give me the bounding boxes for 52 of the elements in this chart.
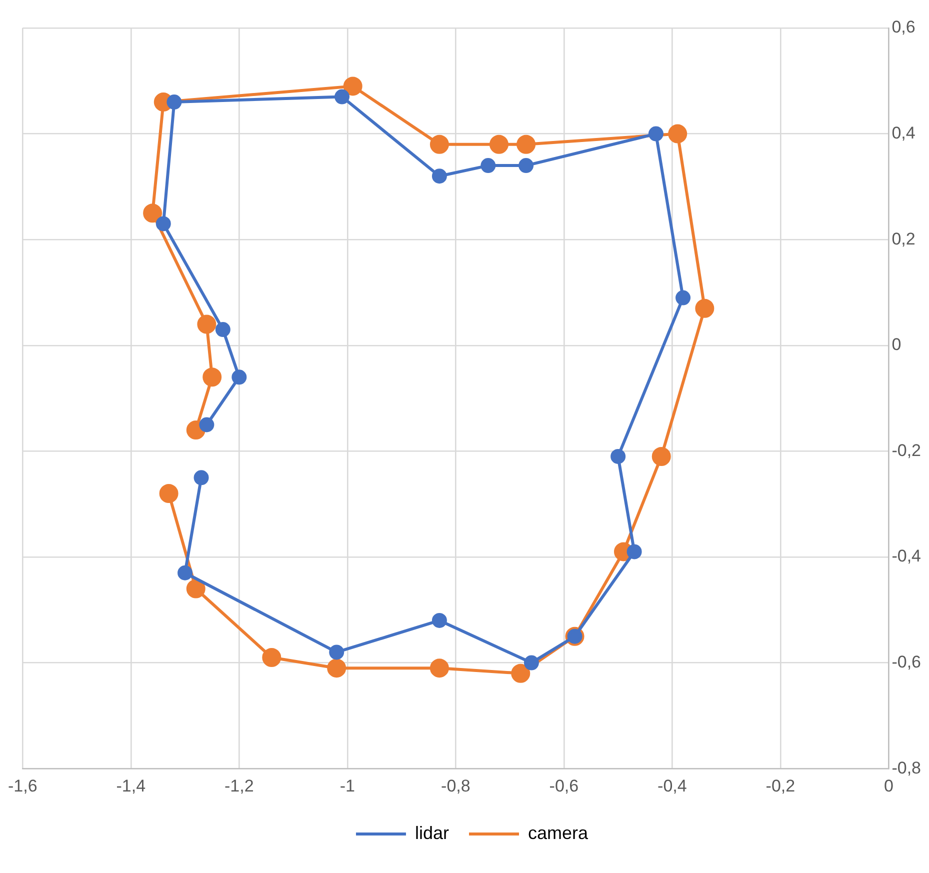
point <box>186 579 206 598</box>
x-tick-label: -0,4 <box>658 776 687 796</box>
point <box>511 664 530 683</box>
point <box>695 298 714 318</box>
point <box>430 658 449 678</box>
y-tick-label: 0,4 <box>892 123 916 142</box>
point <box>524 655 539 670</box>
x-tick-label: -1,6 <box>8 776 38 796</box>
point <box>178 565 193 580</box>
point <box>334 89 350 104</box>
point <box>652 446 671 466</box>
y-tick-label: 0,6 <box>892 18 916 37</box>
point <box>480 158 496 174</box>
point <box>432 612 447 628</box>
point <box>343 76 362 96</box>
point <box>676 290 691 306</box>
point <box>626 544 642 560</box>
point <box>329 644 344 660</box>
point <box>489 134 508 154</box>
x-tick-label: -0,2 <box>766 776 796 796</box>
point <box>327 658 346 678</box>
point <box>516 134 536 154</box>
point <box>199 417 214 432</box>
y-tick-label: 0 <box>892 335 902 354</box>
point <box>202 368 222 387</box>
x-tick-label: -1 <box>340 776 355 796</box>
point <box>166 94 182 110</box>
point <box>668 124 688 144</box>
point <box>159 484 178 504</box>
legend-label: camera <box>528 822 590 843</box>
y-tick-label: -0,6 <box>892 652 922 672</box>
x-tick-label: -1,4 <box>116 776 146 796</box>
point <box>197 314 216 334</box>
point <box>610 448 626 464</box>
y-tick-label: -0,2 <box>892 440 922 460</box>
point <box>143 204 162 223</box>
point <box>648 126 664 142</box>
point <box>430 134 449 154</box>
point <box>215 322 230 338</box>
x-tick-label: -1,2 <box>224 776 254 796</box>
y-tick-label: -0,4 <box>892 546 922 566</box>
point <box>518 158 534 174</box>
x-tick-label: -0,6 <box>549 776 579 796</box>
point <box>232 370 247 385</box>
point <box>194 470 209 486</box>
legend-label: lidar <box>414 822 449 843</box>
x-tick-label: -0,8 <box>441 776 470 796</box>
y-tick-label: 0,2 <box>892 229 916 248</box>
point <box>432 168 447 184</box>
point <box>156 216 171 232</box>
point <box>262 648 282 668</box>
y-tick-label: -0,8 <box>892 758 922 778</box>
